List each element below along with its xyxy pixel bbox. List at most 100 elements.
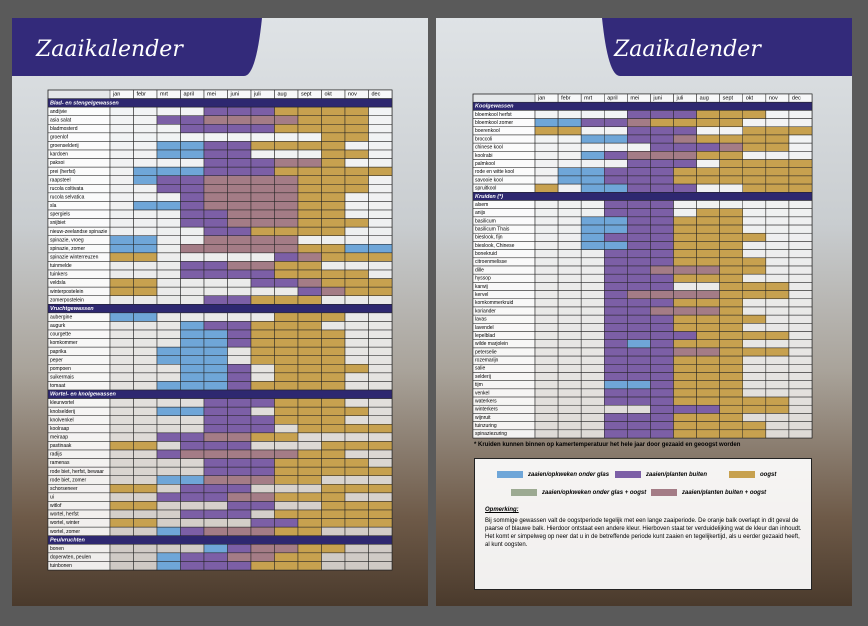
calendar-cell bbox=[604, 331, 628, 340]
calendar-cell bbox=[696, 175, 720, 185]
calendar-cell bbox=[156, 175, 181, 185]
calendar-cell bbox=[719, 290, 743, 300]
calendar-cell bbox=[580, 142, 605, 152]
legend-label: zaaien/planten buiten bbox=[646, 471, 708, 478]
calendar-cell bbox=[180, 235, 205, 245]
calendar-cell bbox=[250, 235, 275, 245]
calendar-cell bbox=[742, 306, 767, 316]
crop-name: pastinaak bbox=[50, 443, 72, 449]
page-svg: Zaaikalender jan febr mrt april mei juni juli a… bbox=[12, 18, 393, 571]
calendar-cell bbox=[765, 421, 790, 431]
calendar-cell bbox=[557, 355, 582, 365]
crop-name: waterkers bbox=[475, 398, 497, 404]
calendar-cell bbox=[227, 192, 252, 202]
calendar-cell bbox=[180, 544, 205, 554]
calendar-cell bbox=[719, 208, 743, 218]
calendar-cell bbox=[180, 338, 205, 348]
calendar-cell bbox=[368, 321, 393, 331]
calendar-cell bbox=[557, 339, 582, 349]
calendar-cell bbox=[788, 183, 813, 193]
calendar-cell bbox=[604, 421, 628, 431]
calendar-cell bbox=[696, 208, 720, 218]
calendar-cell bbox=[696, 282, 720, 291]
calendar-cell bbox=[203, 484, 228, 494]
calendar-cell bbox=[297, 552, 322, 562]
calendar-cell bbox=[604, 241, 628, 250]
calendar-cell bbox=[227, 312, 252, 322]
calendar-cell bbox=[534, 142, 559, 152]
calendar-cell bbox=[627, 265, 651, 275]
calendar-cell bbox=[344, 432, 369, 442]
calendar-cell bbox=[742, 167, 767, 177]
calendar-cell bbox=[673, 388, 697, 398]
calendar-cell bbox=[109, 346, 134, 356]
legend-swatch bbox=[729, 471, 755, 478]
calendar-cell bbox=[297, 261, 322, 271]
calendar-cell bbox=[203, 381, 228, 391]
calendar-cell bbox=[627, 396, 651, 406]
calendar-cell bbox=[557, 241, 582, 250]
crop-name: winterkers bbox=[475, 407, 498, 413]
calendar-cell bbox=[627, 249, 651, 259]
calendar-cell bbox=[133, 355, 158, 365]
calendar-cell bbox=[557, 298, 582, 308]
calendar-cell bbox=[274, 252, 299, 262]
calendar-cell bbox=[534, 265, 559, 275]
calendar-cell bbox=[321, 424, 346, 434]
calendar-cell bbox=[250, 295, 275, 305]
calendar-cell bbox=[203, 355, 228, 365]
calendar-cell bbox=[297, 286, 322, 296]
calendar-cell bbox=[673, 290, 697, 300]
calendar-cell bbox=[719, 298, 743, 308]
calendar-cell bbox=[719, 429, 743, 439]
calendar-cell bbox=[227, 209, 252, 219]
calendar-cell bbox=[719, 388, 743, 398]
crop-name: zomerpostelein bbox=[50, 297, 84, 303]
calendar-cell bbox=[673, 232, 697, 242]
calendar-cell bbox=[788, 364, 813, 373]
calendar-cell bbox=[321, 492, 346, 502]
calendar-cell bbox=[534, 134, 559, 144]
calendar-cell bbox=[788, 380, 813, 390]
calendar-cell bbox=[580, 396, 605, 406]
calendar-cell bbox=[297, 149, 322, 159]
calendar-cell bbox=[788, 249, 813, 259]
calendar-cell bbox=[368, 484, 393, 494]
calendar-cell bbox=[321, 218, 346, 228]
calendar-cell bbox=[650, 142, 674, 152]
calendar-cell bbox=[250, 544, 275, 554]
calendar-cell bbox=[557, 249, 582, 259]
calendar-cell bbox=[156, 321, 181, 331]
calendar-cell bbox=[673, 404, 697, 414]
calendar-cell bbox=[765, 200, 790, 209]
calendar-cell bbox=[534, 380, 559, 390]
calendar-cell bbox=[133, 261, 158, 271]
crop-name: tuinmelde bbox=[50, 263, 72, 269]
calendar-cell bbox=[156, 166, 181, 176]
crop-name: spinazie, zomer bbox=[50, 246, 85, 252]
calendar-cell bbox=[250, 184, 275, 194]
calendar-cell bbox=[788, 126, 813, 136]
calendar-cell bbox=[719, 232, 743, 242]
calendar-cell bbox=[156, 432, 181, 442]
calendar-cell bbox=[203, 295, 228, 305]
calendar-cell bbox=[109, 115, 134, 125]
calendar-cell bbox=[156, 132, 181, 142]
calendar-cell bbox=[203, 398, 228, 408]
calendar-cell bbox=[604, 339, 628, 349]
calendar-cell bbox=[274, 329, 299, 339]
calendar-cell bbox=[627, 339, 651, 349]
calendar-cell bbox=[344, 321, 369, 331]
calendar-cell bbox=[250, 244, 275, 254]
calendar-cell bbox=[180, 381, 205, 391]
calendar-cell bbox=[534, 175, 559, 185]
calendar-cell bbox=[742, 175, 767, 185]
calendar-cell bbox=[765, 331, 790, 340]
calendar-cell bbox=[580, 290, 605, 300]
calendar-cell bbox=[109, 175, 134, 185]
calendar-cell bbox=[109, 269, 134, 279]
calendar-cell bbox=[133, 441, 158, 451]
calendar-cell bbox=[788, 372, 813, 381]
crop-name: paprika bbox=[50, 349, 67, 355]
calendar-cell bbox=[344, 115, 369, 125]
